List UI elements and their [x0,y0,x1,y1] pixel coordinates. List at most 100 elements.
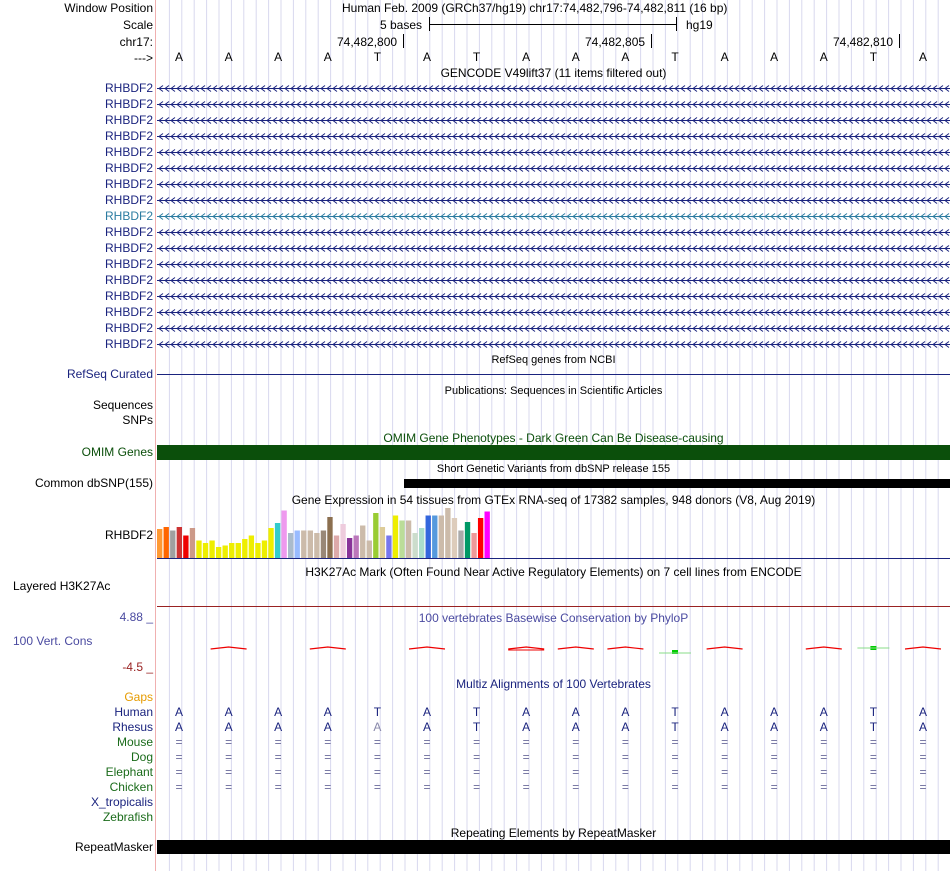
aligned-match-symbol: = [820,765,828,779]
scale-assembly: hg19 [686,18,713,32]
gencode-transcript-line[interactable] [157,212,950,221]
h3k27ac-label[interactable]: Layered H3K27Ac [13,579,111,593]
strand-arrows [158,229,950,236]
multiz-species-label[interactable]: Dog [130,750,153,764]
gencode-transcript-label[interactable]: RHBDF2 [104,289,153,303]
gtex-tissue-bar [281,510,287,558]
refseq-gene-line[interactable] [157,374,950,375]
gtex-tissue-bar [215,547,222,558]
strand-arrows [158,293,950,300]
aligned-match-symbol: = [473,750,481,764]
gencode-transcript-label[interactable]: RHBDF2 [104,113,153,127]
gencode-transcript-line[interactable] [157,340,950,349]
gencode-transcript-line[interactable] [157,276,950,285]
phylop-positive-score [672,650,678,654]
aligned-match-symbol: = [919,735,927,749]
gencode-transcript-label[interactable]: RHBDF2 [104,321,153,335]
repeatmasker-element-bar[interactable] [157,840,950,854]
multiz-species-label[interactable]: Rhesus [112,720,153,734]
gencode-transcript-line[interactable] [157,132,950,141]
gtex-tissue-bar [268,528,274,558]
multiz-species-label[interactable]: Elephant [105,765,153,779]
gencode-transcript-label[interactable]: RHBDF2 [104,257,153,271]
multiz-species-label[interactable]: Human [114,705,153,719]
gencode-transcript-line[interactable] [157,260,950,269]
gtex-expression-chart[interactable] [157,508,537,558]
aligned-match-symbol: = [175,750,183,764]
gencode-transcript-line[interactable] [157,244,950,253]
aligned-match-symbol: = [225,765,233,779]
gencode-transcript-line[interactable] [157,324,950,333]
gencode-transcript-label[interactable]: RHBDF2 [104,177,153,191]
human-base: T [472,705,481,719]
gencode-transcript-label[interactable]: RHBDF2 [104,81,153,95]
gtex-tissue-bar [432,515,438,558]
gencode-transcript-line[interactable] [157,196,950,205]
omim-label[interactable]: OMIM Genes [81,445,153,459]
gtex-tissue-bar [340,524,346,558]
omim-gene-bar[interactable] [157,445,950,460]
multiz-gaps-label[interactable]: Gaps [124,690,153,704]
multiz-species-label[interactable]: Chicken [109,780,153,794]
dbsnp-label[interactable]: Common dbSNP(155) [34,476,153,490]
publications-sequences-label[interactable]: Sequences [92,398,153,412]
gtex-tissue-bar [222,545,228,558]
multiz-species-label[interactable]: Zebrafish [102,810,153,824]
gencode-transcript-line[interactable] [157,100,950,109]
phylop-conservation-plot[interactable] [157,640,950,660]
gencode-transcript-line[interactable] [157,180,950,189]
gencode-transcript-label[interactable]: RHBDF2 [104,337,153,351]
gencode-transcript-line[interactable] [157,308,950,317]
h3k27ac-baseline [157,606,950,607]
phylop-label[interactable]: 100 Vert. Cons [13,634,93,648]
coord-tick-3: 74,482,810 [833,35,894,49]
aligned-match-symbol: = [770,780,778,794]
gtex-tissue-bar [189,528,196,558]
gtex-tissue-bar [412,533,418,558]
gencode-transcript-label[interactable]: RHBDF2 [104,225,153,239]
aligned-match-symbol: = [671,780,679,794]
publications-snps-label[interactable]: SNPs [122,413,153,427]
strand-arrows [158,101,950,108]
aligned-match-symbol: = [324,765,332,779]
gencode-transcript-line[interactable] [157,84,950,93]
strand-arrows [158,213,950,220]
gtex-label[interactable]: RHBDF2 [104,528,153,542]
gtex-track-title: Gene Expression in 54 tissues from GTEx … [291,493,816,507]
window-position-label: Window Position [64,1,153,15]
multiz-species-label[interactable]: X_tropicalis [90,795,153,809]
gencode-transcript-label[interactable]: RHBDF2 [104,145,153,159]
dbsnp-variant-bar[interactable] [404,479,950,488]
gencode-transcript-line[interactable] [157,228,950,237]
strand-arrows [158,85,950,92]
gencode-transcript-label[interactable]: RHBDF2 [104,209,153,223]
gencode-transcript-label[interactable]: RHBDF2 [104,273,153,287]
gencode-transcript-label[interactable]: RHBDF2 [104,129,153,143]
repeatmasker-label[interactable]: RepeatMasker [74,840,153,854]
gencode-transcript-line[interactable] [157,292,950,301]
window-position-text: Human Feb. 2009 (GRCh37/hg19) chr17:74,4… [342,1,728,15]
aligned-match-symbol: = [373,780,381,794]
human-base: A [174,705,183,719]
omim-track-title: OMIM Gene Phenotypes - Dark Green Can Be… [383,431,724,445]
gtex-tissue-bar [484,511,490,558]
strand-label: ---> [134,51,153,65]
gtex-tissue-bar [209,540,215,558]
aligned-match-symbol: = [175,765,183,779]
gencode-transcript-label[interactable]: RHBDF2 [104,97,153,111]
chrom-label: chr17: [119,35,153,49]
gencode-transcript-label[interactable]: RHBDF2 [104,193,153,207]
strand-arrows [158,149,950,156]
rhesus-base: A [819,720,828,734]
gencode-transcript-line[interactable] [157,164,950,173]
multiz-species-label[interactable]: Mouse [116,735,153,749]
gencode-transcript-label[interactable]: RHBDF2 [104,305,153,319]
gencode-transcript-label[interactable]: RHBDF2 [104,241,153,255]
gencode-transcript-line[interactable] [157,148,950,157]
gencode-transcript-line[interactable] [157,116,950,125]
refseq-label[interactable]: RefSeq Curated [66,367,153,381]
reference-base: A [571,50,580,64]
human-base: A [621,705,630,719]
gencode-transcript-label[interactable]: RHBDF2 [104,161,153,175]
coord-tick-mark-2 [651,34,652,48]
